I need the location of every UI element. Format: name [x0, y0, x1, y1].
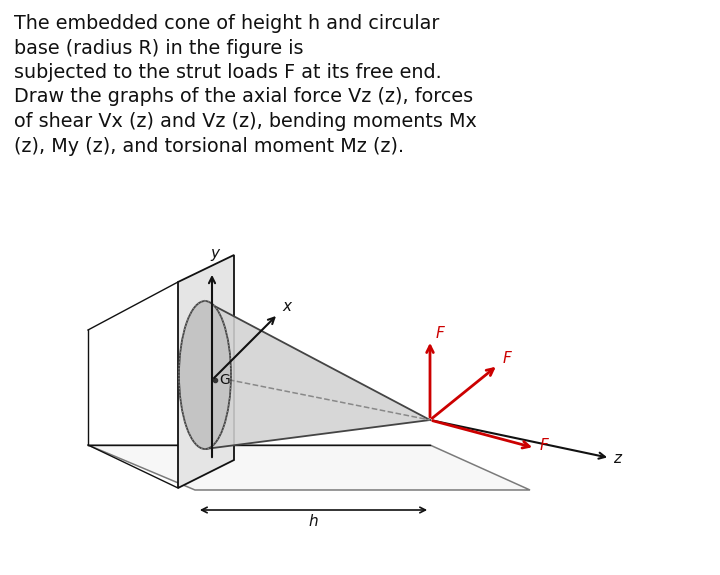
Text: F: F	[540, 438, 549, 453]
Text: base (radius R) in the figure is: base (radius R) in the figure is	[14, 39, 304, 58]
Text: G: G	[219, 373, 230, 387]
Ellipse shape	[179, 301, 231, 449]
Text: of shear Vx (z) and Vz (z), bending moments Mx: of shear Vx (z) and Vz (z), bending mome…	[14, 112, 477, 131]
Text: subjected to the strut loads F at its free end.: subjected to the strut loads F at its fr…	[14, 63, 442, 82]
Text: y: y	[210, 246, 219, 261]
Text: The embedded cone of height h and circular: The embedded cone of height h and circul…	[14, 14, 439, 33]
Polygon shape	[178, 255, 234, 488]
Polygon shape	[88, 445, 530, 490]
Text: x: x	[282, 299, 291, 314]
Text: F: F	[503, 351, 512, 366]
Text: Draw the graphs of the axial force Vz (z), forces: Draw the graphs of the axial force Vz (z…	[14, 87, 473, 106]
Text: h: h	[308, 514, 318, 529]
Text: z: z	[613, 451, 621, 466]
Text: (z), My (z), and torsional moment Mz (z).: (z), My (z), and torsional moment Mz (z)…	[14, 136, 404, 155]
Text: F: F	[436, 326, 445, 341]
Polygon shape	[205, 301, 430, 449]
